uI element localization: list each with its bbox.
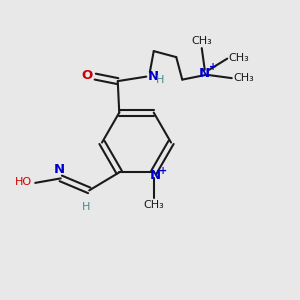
Text: H: H (82, 202, 90, 212)
Text: CH₃: CH₃ (233, 73, 254, 83)
Text: N: N (54, 163, 65, 176)
Text: N: N (150, 169, 161, 182)
Text: CH₃: CH₃ (191, 36, 212, 46)
Text: HO: HO (15, 177, 32, 187)
Text: +: + (209, 62, 217, 72)
Text: +: + (159, 166, 167, 176)
Text: N: N (199, 67, 210, 80)
Text: CH₃: CH₃ (143, 200, 164, 210)
Text: H: H (156, 75, 164, 85)
Text: CH₃: CH₃ (229, 53, 250, 63)
Text: N: N (148, 70, 159, 83)
Text: O: O (82, 69, 93, 82)
